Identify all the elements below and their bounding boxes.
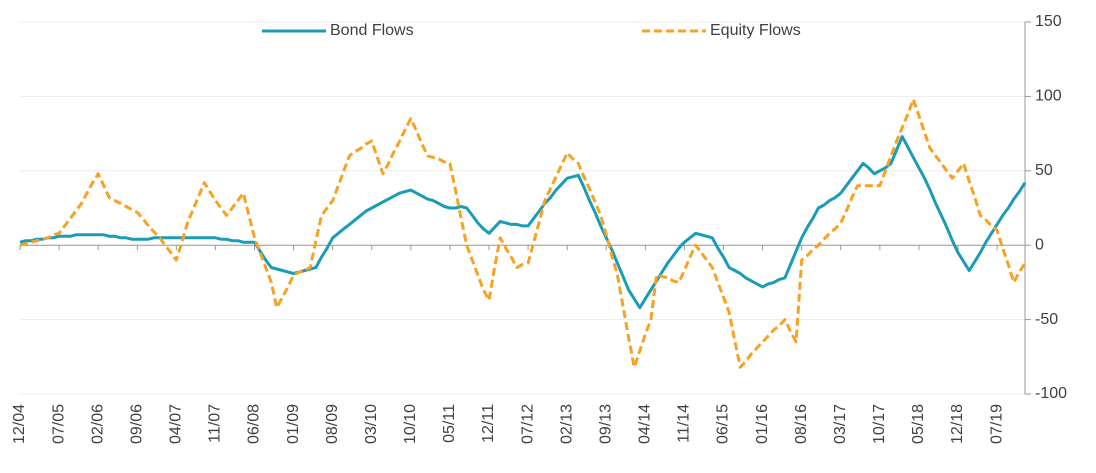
x-tick-label: 12/04 [11, 404, 28, 444]
legend-label: Bond Flows [330, 22, 414, 39]
x-tick-label: 06/15 [715, 404, 732, 444]
x-tick-label: 07/05 [50, 404, 67, 444]
series-line [19, 135, 1027, 310]
x-tick-label: 12/18 [949, 404, 966, 444]
x-tick-label: 01/16 [754, 404, 771, 444]
x-tick-label: 05/11 [441, 404, 458, 443]
x-tick-label: 07/19 [988, 404, 1005, 444]
x-tick-label: 03/17 [832, 404, 849, 444]
x-tick-label: 12/11 [480, 404, 497, 443]
y-tick-label: 100 [1035, 88, 1062, 105]
legend-label: Equity Flows [710, 22, 801, 39]
x-tick-label: 08/09 [324, 404, 341, 444]
x-tick-label: 10/10 [402, 404, 419, 444]
x-tick-label: 02/06 [89, 404, 106, 444]
y-tick-label: -50 [1035, 311, 1058, 328]
x-tick-label: 11/14 [676, 404, 693, 443]
x-tick-label: 03/10 [363, 404, 380, 444]
series-line [19, 97, 1027, 369]
x-tick-label: 08/16 [793, 404, 810, 444]
y-tick-label: 50 [1035, 162, 1053, 179]
y-tick-label: 150 [1035, 13, 1062, 30]
x-tick-label: 06/08 [246, 404, 263, 444]
x-tick-label: 01/09 [285, 404, 302, 444]
y-tick-label: -100 [1035, 385, 1067, 402]
x-tick-label: 09/06 [128, 404, 145, 444]
x-tick-label: 04/14 [637, 404, 654, 444]
x-tick-label: 09/13 [597, 404, 614, 444]
y-tick-label: 0 [1035, 236, 1044, 253]
x-tick-label: 05/18 [910, 404, 927, 444]
x-tick-label: 07/12 [519, 404, 536, 444]
x-tick-label: 04/07 [168, 404, 185, 444]
x-tick-label: 11/07 [207, 404, 224, 443]
x-tick-label: 02/13 [558, 404, 575, 444]
x-tick-label: 10/17 [871, 404, 888, 444]
